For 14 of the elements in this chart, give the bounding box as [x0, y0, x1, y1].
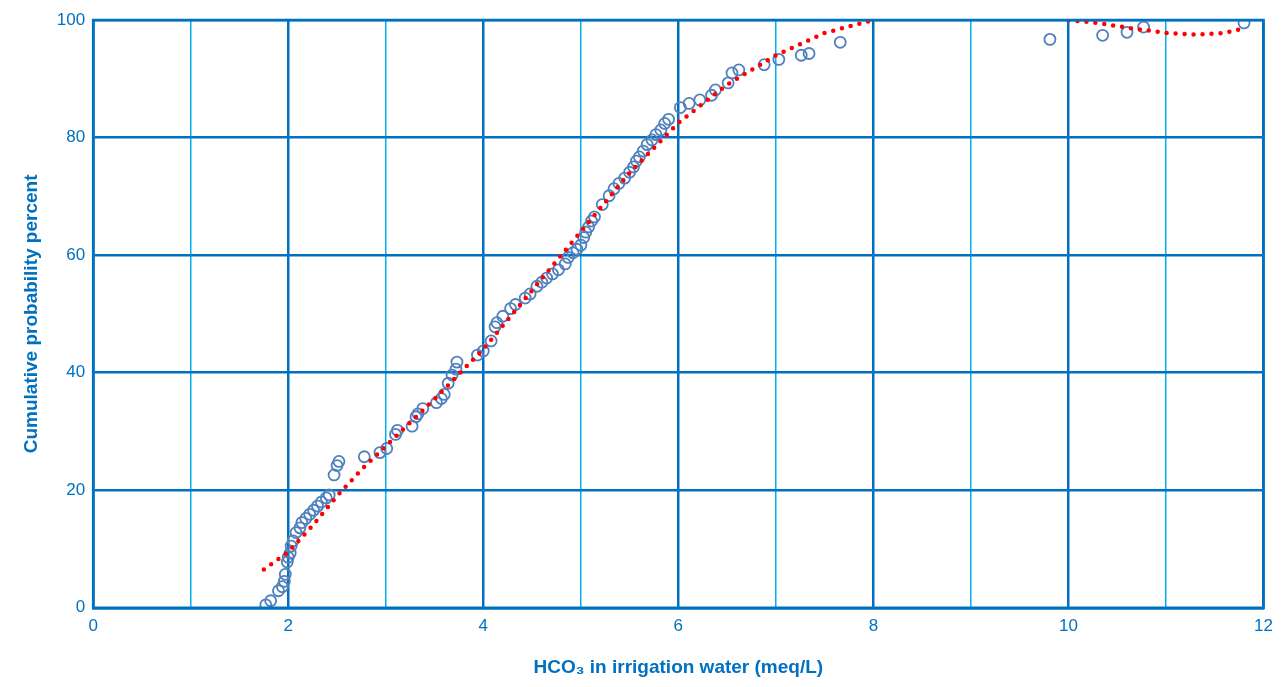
y-tick-label: 40 [66, 362, 86, 382]
x-tick-label: 4 [478, 615, 489, 635]
y-tick-label: 60 [66, 244, 86, 264]
y-tick-label: 80 [66, 127, 86, 147]
y-tick-label: 100 [56, 9, 86, 29]
x-tick-label: 2 [283, 615, 293, 635]
x-tick-label: 12 [1254, 615, 1274, 635]
x-tick-label: 10 [1059, 615, 1078, 635]
y-tick-label: 20 [66, 479, 86, 499]
y-axis-title: Cumulative probability percent [19, 173, 41, 454]
x-tick-label: 6 [673, 615, 684, 635]
x-tick-label: 8 [868, 615, 879, 635]
y-tick-label: 0 [75, 597, 86, 617]
x-axis-title: HCO₃ in irrigation water (meq/L) [533, 655, 824, 677]
